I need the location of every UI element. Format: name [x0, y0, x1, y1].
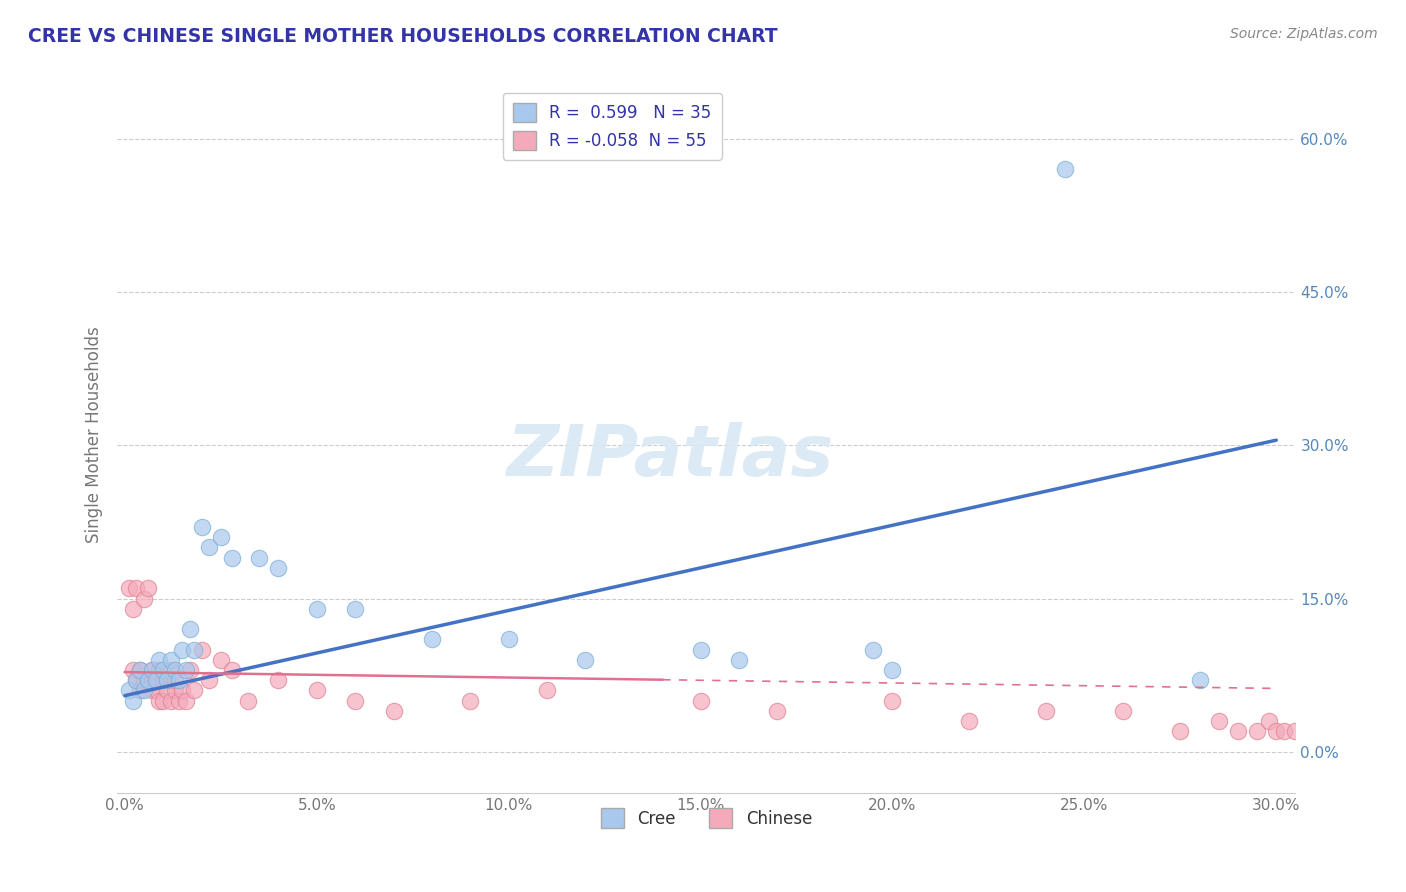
Point [125, 673, 148, 688]
Point [209, 653, 232, 667]
Point [221, 550, 243, 565]
Point [179, 663, 201, 677]
Point [160, 663, 183, 677]
Point [179, 622, 201, 636]
Point [141, 663, 163, 677]
Point [125, 582, 148, 596]
Point [498, 632, 520, 647]
Point [190, 520, 212, 534]
Point [148, 653, 170, 667]
Point [132, 673, 155, 688]
Point [118, 683, 141, 698]
Point [136, 582, 159, 596]
Legend: Cree, Chinese: Cree, Chinese [593, 802, 818, 834]
Point [183, 642, 205, 657]
Point [458, 694, 481, 708]
Point [1226, 724, 1249, 739]
Point [882, 694, 904, 708]
Point [129, 683, 152, 698]
Point [1246, 724, 1268, 739]
Point [183, 683, 205, 698]
Point [1112, 704, 1135, 718]
Point [221, 663, 243, 677]
Point [1265, 724, 1288, 739]
Point [882, 663, 904, 677]
Point [728, 653, 751, 667]
Y-axis label: Single Mother Households: Single Mother Households [86, 326, 103, 543]
Point [163, 673, 186, 688]
Point [236, 694, 259, 708]
Point [305, 601, 328, 615]
Point [118, 582, 141, 596]
Point [198, 541, 221, 555]
Point [1272, 724, 1295, 739]
Point [420, 632, 443, 647]
Point [209, 530, 232, 544]
Point [267, 673, 290, 688]
Point [1035, 704, 1057, 718]
Point [125, 673, 148, 688]
Point [305, 683, 328, 698]
Point [536, 683, 558, 698]
Point [141, 683, 163, 698]
Point [152, 694, 174, 708]
Point [1188, 673, 1211, 688]
Point [163, 683, 186, 698]
Point [766, 704, 789, 718]
Point [152, 673, 174, 688]
Point [152, 663, 174, 677]
Point [167, 673, 190, 688]
Point [382, 704, 405, 718]
Point [156, 673, 179, 688]
Point [1054, 162, 1077, 177]
Point [141, 663, 163, 677]
Point [136, 673, 159, 688]
Point [129, 663, 152, 677]
Point [163, 663, 186, 677]
Point [145, 673, 167, 688]
Point [121, 694, 143, 708]
Point [1284, 724, 1306, 739]
Point [132, 683, 155, 698]
Text: ZIPatlas: ZIPatlas [508, 422, 835, 491]
Text: Source: ZipAtlas.com: Source: ZipAtlas.com [1230, 27, 1378, 41]
Point [862, 642, 884, 657]
Point [344, 601, 367, 615]
Point [957, 714, 980, 728]
Point [160, 694, 183, 708]
Point [167, 694, 190, 708]
Point [267, 561, 290, 575]
Point [574, 653, 596, 667]
Point [156, 683, 179, 698]
Point [190, 642, 212, 657]
Text: CREE VS CHINESE SINGLE MOTHER HOUSEHOLDS CORRELATION CHART: CREE VS CHINESE SINGLE MOTHER HOUSEHOLDS… [28, 27, 778, 45]
Point [148, 663, 170, 677]
Point [121, 663, 143, 677]
Point [344, 694, 367, 708]
Point [689, 694, 711, 708]
Point [689, 642, 711, 657]
Point [121, 601, 143, 615]
Point [198, 673, 221, 688]
Point [1208, 714, 1230, 728]
Point [129, 663, 152, 677]
Point [132, 591, 155, 606]
Point [160, 653, 183, 667]
Point [174, 663, 197, 677]
Point [174, 694, 197, 708]
Point [172, 642, 194, 657]
Point [156, 673, 179, 688]
Point [172, 683, 194, 698]
Point [1168, 724, 1191, 739]
Point [1257, 714, 1279, 728]
Point [136, 673, 159, 688]
Point [145, 673, 167, 688]
Point [247, 550, 270, 565]
Point [145, 683, 167, 698]
Point [148, 694, 170, 708]
